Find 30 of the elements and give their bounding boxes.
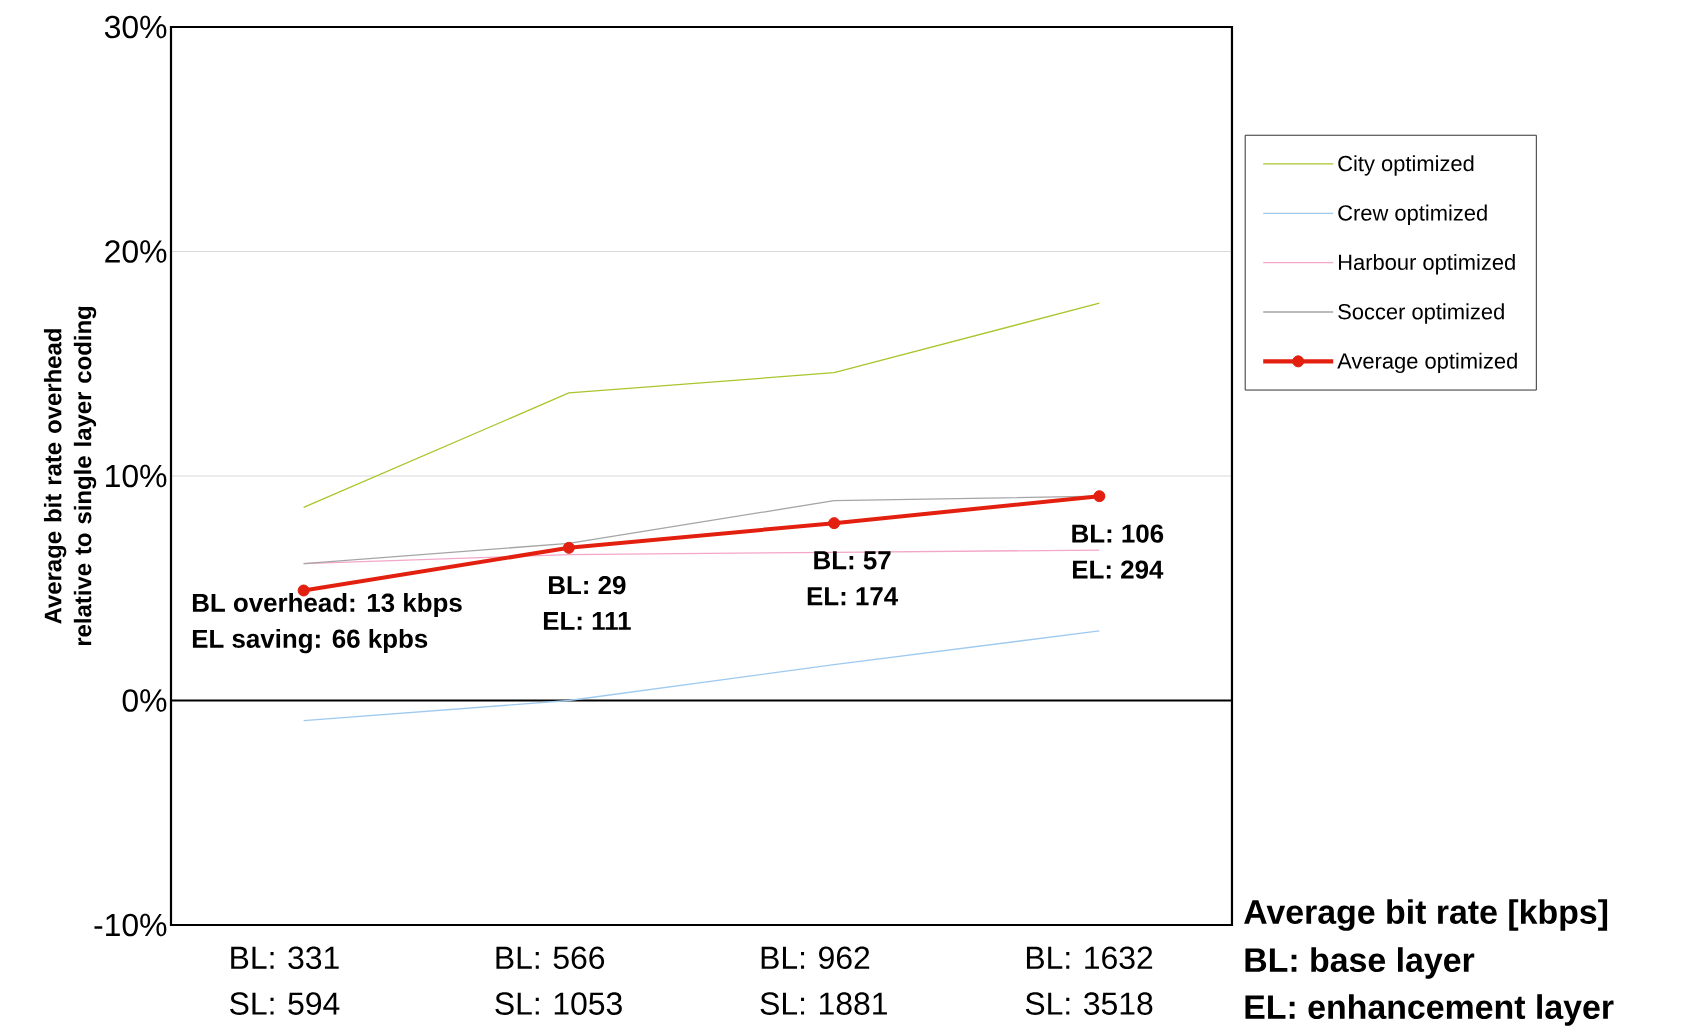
annotation: BL: 106 [1072,524,1164,543]
x-tick-label: BL: 331 SL: 594 [230,946,340,1015]
annotation: BL: 57 [814,551,891,570]
annotation: EL: 111 [543,612,631,630]
y-tick-label: 0% [122,689,167,712]
x-tick-label: BL: 1632 SL: 3518 [1025,946,1153,1015]
legend-label: Harbour optimized [1338,253,1515,275]
annotation: EL: 174 [807,587,899,606]
legend-label: City optimized [1338,155,1474,176]
x-tick-label: BL: 962 SL: 1881 [760,946,887,1015]
y-tick-label: 30% [104,15,167,39]
annotation: BL overhead: 13 kbps [192,592,462,618]
annotation: EL saving: 66 kpbs [192,628,428,654]
legend-label: Soccer optimized [1338,303,1504,324]
point [1093,490,1106,503]
legend-label: Average optimized [1337,352,1517,374]
text: EL: enhancement layer [1245,994,1614,1026]
y-axis-title: Average bit rate overhead relative to single layer coding [43,306,97,646]
point [562,541,575,554]
point [828,517,841,530]
y-tick-label: 10% [106,464,167,488]
legend-label: Crew optimized [1338,204,1487,226]
annotation: EL: 294 [1073,560,1164,579]
line-series [302,302,1101,509]
y-tick-label: 20% [105,240,167,263]
annotation: BL: 29 [549,576,626,595]
y-tick-label: -10% [94,913,167,937]
x-tick-label: BL: 566 SL: 1053 [495,946,622,1015]
x-axis-title: Average bit rate [kbps] [1244,899,1608,931]
text: BL: base layer [1245,947,1475,979]
